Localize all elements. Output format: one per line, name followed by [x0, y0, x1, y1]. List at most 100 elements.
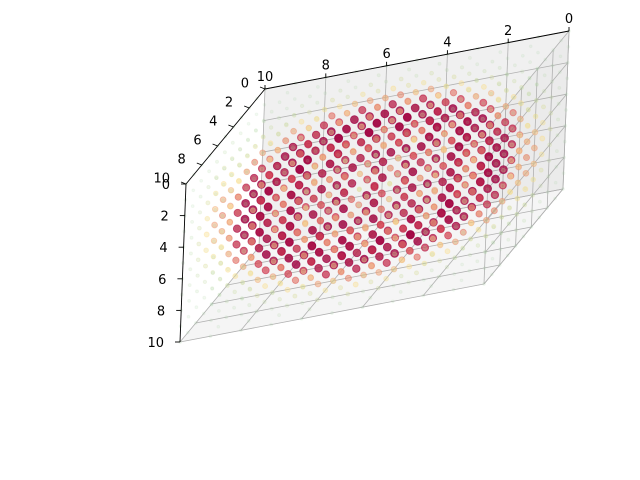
data-point [380, 125, 388, 134]
data-point [499, 214, 505, 220]
data-point [335, 119, 343, 127]
data-point [451, 287, 456, 292]
grid-line [489, 30, 570, 127]
data-point [373, 152, 379, 158]
data-point [239, 263, 247, 270]
data-point [435, 126, 439, 130]
data-point [269, 273, 277, 280]
grid-line [483, 188, 564, 285]
data-point [475, 194, 484, 203]
data-point [403, 162, 408, 167]
data-point [218, 244, 225, 251]
data-point [405, 246, 414, 255]
data-point [219, 196, 227, 204]
data-point [186, 314, 191, 319]
data-point [255, 212, 265, 221]
data-point [486, 155, 491, 160]
data-point [372, 135, 380, 143]
data-point [219, 229, 225, 235]
data-point [362, 191, 371, 200]
data-point [319, 121, 329, 130]
data-point [375, 285, 381, 291]
data-point [441, 131, 447, 137]
data-point [525, 122, 531, 128]
data-point [368, 214, 378, 224]
data-point [455, 192, 460, 198]
data-point [307, 274, 315, 282]
data-point [507, 205, 513, 211]
data-point [428, 233, 438, 243]
data-point [501, 167, 506, 173]
data-point [421, 293, 426, 298]
data-point [508, 124, 517, 133]
data-point [538, 183, 543, 189]
data-point [347, 179, 357, 188]
data-point [307, 257, 316, 266]
data-point [337, 268, 345, 276]
data-point [549, 95, 554, 100]
data-point [272, 177, 281, 187]
data-point [344, 258, 354, 267]
data-point [307, 241, 317, 251]
data-point [449, 89, 458, 97]
data-point [452, 272, 457, 276]
data-point [483, 168, 493, 178]
data-point [509, 142, 515, 148]
data-point [301, 236, 308, 244]
data-point [460, 245, 466, 251]
data-point [218, 227, 226, 235]
data-point [303, 189, 310, 195]
data-point [232, 289, 237, 295]
data-point [527, 75, 532, 80]
data-point [305, 158, 310, 163]
data-point [286, 206, 295, 216]
data-point [322, 107, 327, 111]
data-point [274, 180, 279, 185]
data-point [226, 219, 234, 226]
data-point [332, 214, 339, 222]
data-point [195, 273, 200, 278]
data-point [468, 236, 474, 242]
data-point [523, 138, 531, 146]
y-axis-tick-label: 2 [225, 96, 233, 111]
data-point [458, 80, 465, 87]
data-point [443, 83, 450, 90]
x-axis-tick-label: 4 [443, 35, 451, 50]
data-point [277, 280, 283, 286]
data-point [290, 145, 296, 150]
data-point [485, 187, 490, 192]
data-point [197, 225, 202, 231]
data-point [322, 254, 331, 264]
data-point [299, 103, 305, 109]
data-point [504, 87, 509, 93]
data-point [303, 205, 309, 211]
data-point [334, 134, 343, 143]
data-point [517, 115, 524, 123]
data-point [285, 90, 290, 95]
data-point [382, 258, 391, 267]
data-point [234, 193, 242, 201]
data-point [314, 263, 323, 273]
data-point [249, 173, 259, 183]
data-point [377, 205, 385, 213]
data-point [533, 98, 539, 103]
data-point [513, 244, 518, 248]
data-point [471, 141, 477, 147]
data-point [294, 181, 304, 190]
data-point [269, 256, 278, 266]
data-point [522, 218, 527, 223]
data-point [499, 199, 505, 205]
data-point [271, 209, 280, 218]
data-point [467, 219, 475, 227]
data-point [416, 190, 423, 198]
data-point [255, 277, 260, 282]
data-point [419, 94, 428, 103]
data-point [211, 255, 216, 260]
data-point [199, 178, 204, 183]
data-point [190, 204, 195, 208]
data-point [516, 132, 523, 139]
data-point [214, 176, 219, 181]
grid-line [179, 246, 260, 343]
data-point [201, 311, 206, 316]
data-point [437, 274, 441, 279]
